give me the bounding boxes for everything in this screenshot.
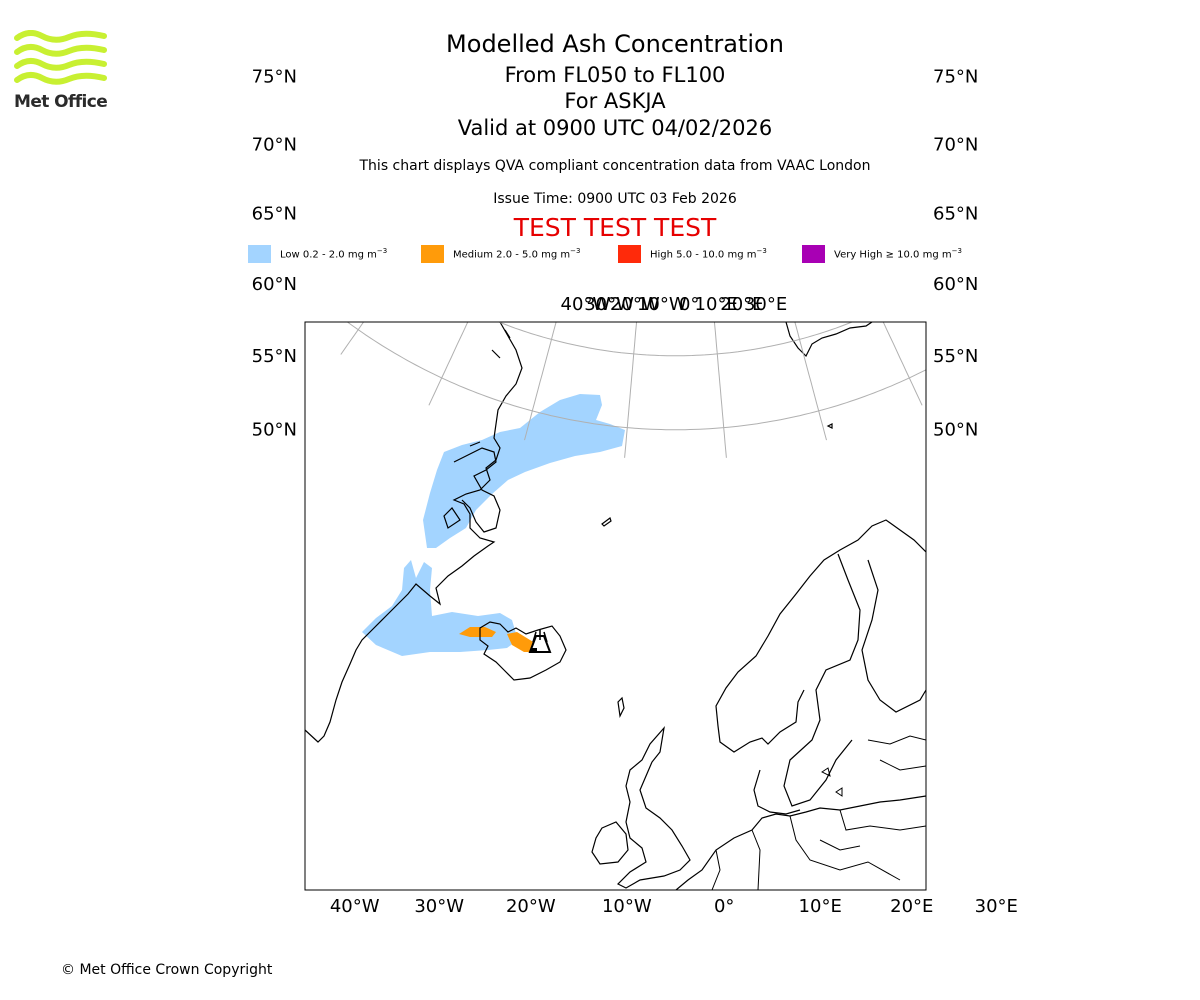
- lat-label-left: 50°N: [252, 420, 297, 441]
- lat-label-left: 70°N: [252, 135, 297, 156]
- lon-label-top: 40°W: [561, 294, 611, 315]
- map-area: [305, 322, 926, 890]
- lat-label-right: 50°N: [933, 420, 978, 441]
- meridian-line: [752, 0, 1010, 355]
- parallel-line: [486, 66, 848, 145]
- parallel-line: [534, 18, 804, 77]
- legend-label-low: Low 0.2 - 2.0 mg m: [280, 249, 377, 261]
- legend-label-medium: Medium 2.0 - 5.0 mg m: [453, 249, 571, 261]
- legend-swatch-high: [618, 245, 641, 263]
- legend-item-medium: Medium 2.0 - 5.0 mg m−3: [421, 244, 580, 264]
- ash-medium-west: [459, 627, 496, 637]
- lat-label-right: 70°N: [933, 135, 978, 156]
- volcano-icon: [528, 630, 552, 653]
- lat-label-left: 65°N: [252, 204, 297, 225]
- lon-label-top: 10°W: [637, 294, 687, 315]
- lon-label-bottom: 10°W: [602, 896, 652, 917]
- lat-label-right: 75°N: [933, 67, 978, 88]
- lon-label-bottom: 10°E: [799, 896, 842, 917]
- iceland-coastline: [479, 621, 567, 681]
- lat-label-right: 60°N: [933, 274, 978, 295]
- met-office-wave-logo-icon: [14, 30, 107, 85]
- meridian-line: [624, 322, 638, 458]
- chart-description: This chart displays QVA compliant concen…: [359, 158, 871, 174]
- ireland-coastline: [591, 821, 629, 865]
- legend-item-very-high: Very High ≥ 10.0 mg m−3: [802, 244, 962, 264]
- lon-label-top: 10°E: [695, 294, 738, 315]
- chart-title: Modelled Ash Concentration: [446, 30, 784, 58]
- legend-label-high: High 5.0 - 10.0 mg m: [650, 249, 757, 261]
- europe-coastline: [675, 795, 926, 890]
- legend-swatch-medium: [421, 245, 444, 263]
- ash-low-north: [423, 394, 625, 548]
- legend-item-high: High 5.0 - 10.0 mg m−3: [618, 244, 767, 264]
- lon-label-bottom: 0°: [714, 896, 734, 917]
- meridian-line: [524, 322, 557, 441]
- lat-label-right: 65°N: [933, 204, 978, 225]
- greenland-coastline: [305, 322, 523, 743]
- baltic-islands: [821, 767, 843, 797]
- lon-label-top: 20°W: [610, 294, 660, 315]
- sweden-finland-borders: [783, 553, 926, 807]
- lon-label-bottom: 20°E: [890, 896, 933, 917]
- test-banner: TEST TEST TEST: [513, 213, 717, 242]
- flight-level-range: From FL050 to FL100: [504, 63, 726, 87]
- lon-label-bottom: 40°W: [330, 896, 380, 917]
- met-office-logo-text: Met Office: [14, 92, 108, 112]
- legend-item-low: Low 0.2 - 2.0 mg m−3: [248, 244, 387, 264]
- lon-label-bottom: 30°E: [975, 896, 1018, 917]
- jan-mayen: [601, 517, 612, 527]
- meridian-line: [428, 322, 469, 406]
- map-frame: [304, 321, 927, 891]
- great-britain-coastline: [616, 726, 691, 889]
- legend-swatch-low: [248, 245, 271, 263]
- meridian-line: [882, 322, 923, 406]
- lat-label-right: 55°N: [933, 346, 978, 367]
- greenland-fjords: [443, 329, 511, 533]
- country-borders: [711, 735, 926, 890]
- parallel-line: [437, 115, 892, 214]
- svalbard-coastline: [785, 322, 873, 358]
- norway-coastline: [715, 519, 926, 753]
- copyright-notice: © Met Office Crown Copyright: [61, 962, 273, 978]
- lat-label-left: 60°N: [252, 274, 297, 295]
- parallel-line: [346, 322, 926, 431]
- lon-label-top: 0°: [679, 294, 699, 315]
- meridian-line: [794, 322, 827, 441]
- bear-island: [826, 423, 833, 429]
- volcano-name: For ASKJA: [564, 89, 666, 113]
- lon-label-top: 30°W: [584, 294, 634, 315]
- issue-time: Issue Time: 0900 UTC 03 Feb 2026: [493, 191, 737, 207]
- map-gridlines: [340, 0, 1010, 458]
- parallel-line: [388, 165, 938, 284]
- parallel-line: [497, 322, 854, 357]
- lon-label-bottom: 30°W: [414, 896, 464, 917]
- meridian-line: [713, 322, 727, 458]
- lat-label-left: 75°N: [252, 67, 297, 88]
- legend-label-very-high: Very High ≥ 10.0 mg m: [834, 249, 952, 261]
- denmark-coastline: [753, 769, 801, 815]
- lat-label-left: 55°N: [252, 346, 297, 367]
- met-office-logo: Met Office: [14, 30, 109, 112]
- valid-time: Valid at 0900 UTC 04/02/2026: [457, 116, 773, 140]
- lon-label-bottom: 20°W: [506, 896, 556, 917]
- lon-label-top: 20°E: [720, 294, 763, 315]
- legend-swatch-very-high: [802, 245, 825, 263]
- faroe-islands: [617, 696, 625, 718]
- lon-label-top: 30°E: [744, 294, 787, 315]
